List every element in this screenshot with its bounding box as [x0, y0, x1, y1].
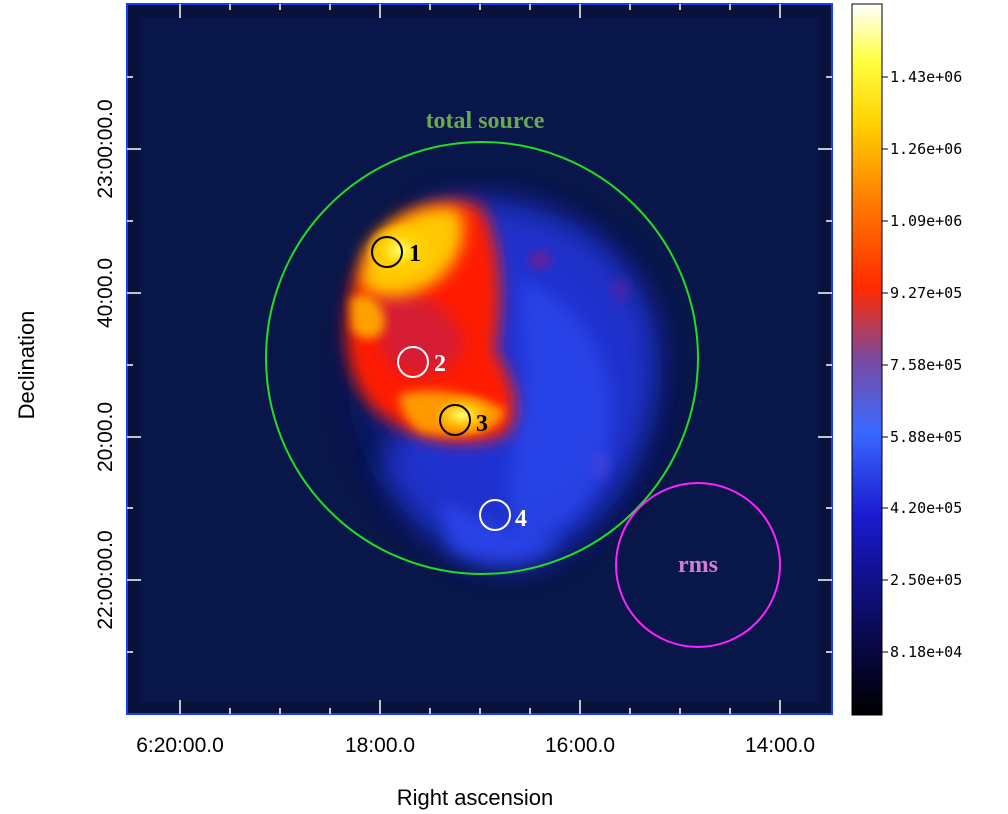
- region-1-label: 1: [409, 241, 421, 267]
- x-tick-label: 14:00.0: [745, 734, 815, 757]
- colorbar-label: 9.27e+05: [890, 284, 962, 302]
- sky-image: [127, 4, 832, 714]
- colorbar: 1.43e+06 1.26e+06 1.09e+06 9.27e+05 7.58…: [851, 3, 962, 716]
- y-axis-title: Declination: [14, 311, 39, 420]
- x-tick-label: 6:20:00.0: [136, 734, 224, 757]
- colorbar-label: 1.09e+06: [890, 212, 962, 230]
- rms-circle: [615, 482, 781, 648]
- colorbar-label: 1.26e+06: [890, 140, 962, 158]
- y-tick-label: 20:00.0: [94, 402, 117, 472]
- rms-label: rms: [678, 552, 718, 578]
- x-tick-label: 16:00.0: [545, 734, 615, 757]
- colorbar-label: 1.43e+06: [890, 68, 962, 86]
- region-4-circle: [479, 499, 511, 531]
- x-axis-title: Right ascension: [397, 785, 554, 810]
- region-3-label: 3: [476, 411, 488, 437]
- y-tick-label: 23:00:00.0: [94, 99, 117, 198]
- region-overlays: total source rms 1 2 3 4: [265, 108, 781, 648]
- total-source-circle: [265, 141, 699, 575]
- region-2-circle: [397, 346, 429, 378]
- colorbar-label: 8.18e+04: [890, 643, 962, 661]
- y-tick-label: 40:00.0: [94, 258, 117, 328]
- colorbar-gradient: [851, 3, 883, 716]
- x-tick-labels: 6:20:00.0 18:00.0 16:00.0 14:00.0: [136, 734, 815, 757]
- region-4-label: 4: [515, 506, 527, 532]
- colorbar-ticks: [882, 76, 888, 653]
- region-3-circle: [439, 404, 471, 436]
- region-2-label: 2: [434, 351, 446, 377]
- x-tick-label: 18:00.0: [345, 734, 415, 757]
- total-source-label: total source: [426, 108, 545, 134]
- region-1-circle: [371, 236, 403, 268]
- y-tick-marks: [127, 76, 832, 653]
- x-tick-marks: [179, 4, 781, 714]
- y-tick-label: 22:00:00.0: [94, 530, 117, 629]
- colorbar-label: 2.50e+05: [890, 571, 962, 589]
- colorbar-label: 4.20e+05: [890, 499, 962, 517]
- colorbar-label: 7.58e+05: [890, 356, 962, 374]
- colorbar-label: 5.88e+05: [890, 428, 962, 446]
- y-tick-labels: 22:00:00.0 20:00.0 40:00.0 23:00:00.0: [94, 99, 117, 629]
